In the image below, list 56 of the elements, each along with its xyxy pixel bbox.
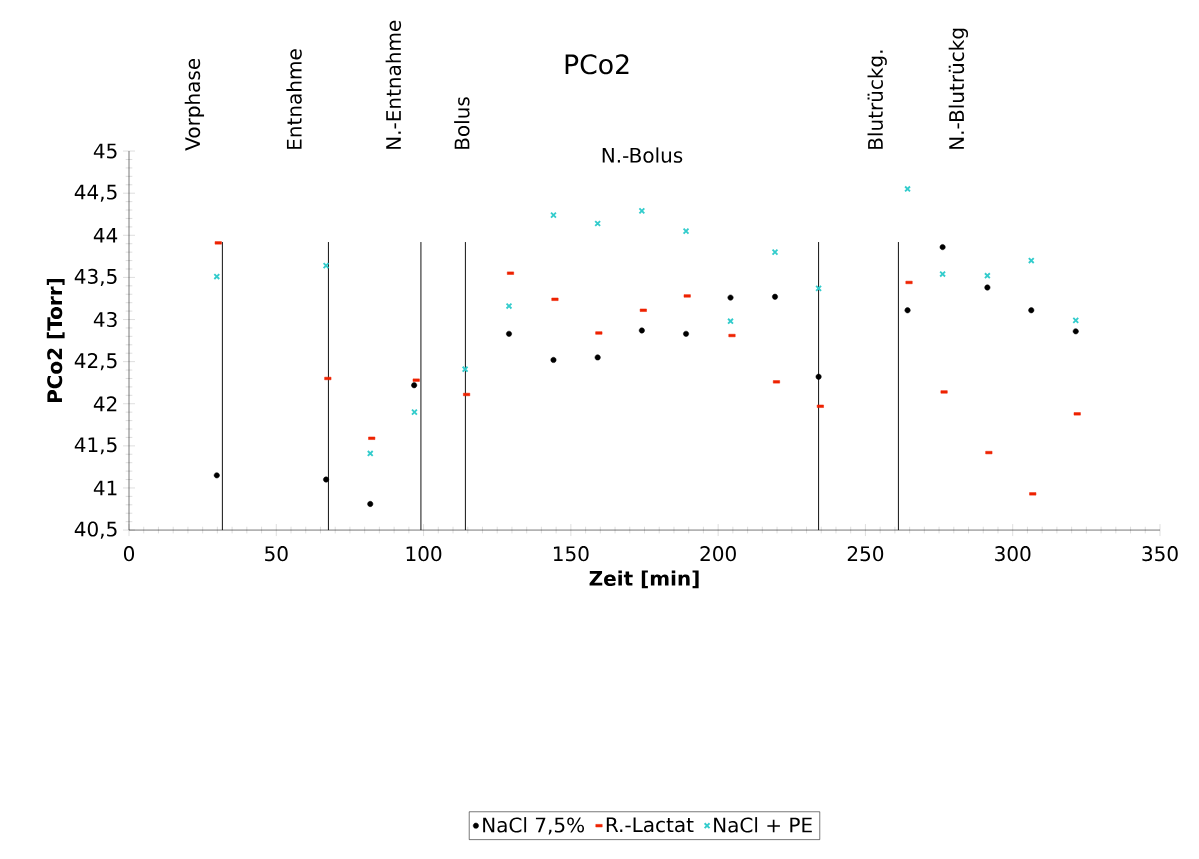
y-tick-label: 45 bbox=[93, 143, 117, 159]
legend-label: R.-Lactat bbox=[606, 817, 694, 833]
x-tick-label: 250 bbox=[847, 546, 884, 562]
y-tick-label: 43 bbox=[93, 311, 117, 328]
legend-label: NaCl 7,5% bbox=[483, 817, 585, 835]
chart-title: PCo2 bbox=[565, 54, 629, 75]
point bbox=[1027, 257, 1035, 264]
point bbox=[682, 227, 690, 235]
x-tick-label: 300 bbox=[995, 546, 1031, 562]
point bbox=[904, 307, 911, 314]
x-tick-label: 50 bbox=[265, 546, 288, 562]
point bbox=[461, 365, 469, 373]
point bbox=[939, 244, 946, 251]
point bbox=[683, 330, 689, 337]
point bbox=[638, 207, 646, 215]
y-tick-label: 44 bbox=[93, 228, 118, 243]
point bbox=[771, 248, 779, 256]
text: Bolus bbox=[454, 97, 470, 149]
y-tick-label: 41,5 bbox=[74, 437, 117, 455]
y-tick-label: 42 bbox=[93, 396, 117, 412]
point bbox=[323, 476, 330, 483]
text: Vorphase bbox=[184, 58, 205, 151]
point bbox=[1072, 328, 1079, 335]
point bbox=[367, 501, 374, 507]
point bbox=[594, 220, 602, 227]
point bbox=[815, 373, 822, 380]
point bbox=[772, 293, 778, 300]
text: Entnahme bbox=[286, 49, 302, 149]
point bbox=[984, 284, 991, 291]
y-tick-label: 42,5 bbox=[74, 353, 117, 371]
point bbox=[727, 294, 734, 301]
x-tick-label: 100 bbox=[406, 546, 442, 562]
text: N.-Blutrückg bbox=[948, 28, 969, 149]
text: N.-Entnahme bbox=[385, 20, 402, 149]
point bbox=[1028, 307, 1035, 314]
legend-label: NaCl + PE bbox=[714, 817, 812, 833]
x-tick-label: 200 bbox=[700, 546, 736, 562]
y-tick-label: 41 bbox=[93, 480, 117, 496]
y-tick-label: 40,5 bbox=[74, 521, 117, 539]
point bbox=[638, 327, 645, 334]
y-axis-title: PCo2 [Torr] bbox=[46, 278, 65, 403]
point bbox=[411, 382, 418, 389]
text: Blutrückg. bbox=[867, 50, 887, 149]
point bbox=[505, 302, 513, 310]
point bbox=[213, 472, 220, 479]
x-tick-label: 0 bbox=[123, 546, 135, 562]
point bbox=[727, 317, 734, 325]
x-tick-label: 150 bbox=[553, 546, 589, 562]
point bbox=[550, 357, 557, 363]
x-axis-title: Zeit [min] bbox=[589, 570, 699, 589]
y-tick-label: 43,5 bbox=[74, 268, 117, 286]
point bbox=[594, 354, 601, 361]
y-tick-label: 44,5 bbox=[74, 184, 117, 202]
point bbox=[506, 330, 512, 337]
annotation: N.-Bolus bbox=[602, 147, 683, 163]
x-tick-label: 350 bbox=[1142, 546, 1178, 562]
